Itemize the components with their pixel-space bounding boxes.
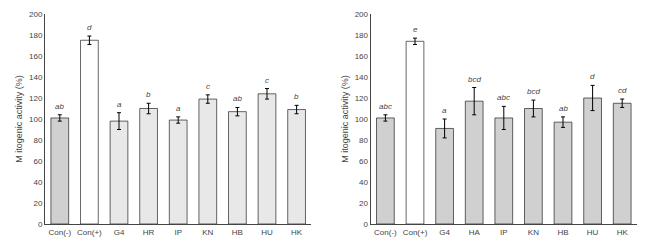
svg-text:ab: ab (55, 102, 64, 111)
svg-text:Con(+): Con(+) (403, 228, 428, 237)
svg-text:bcd: bcd (468, 75, 481, 84)
svg-text:60: 60 (359, 157, 368, 166)
svg-text:b: b (294, 92, 299, 101)
svg-text:140: 140 (29, 73, 43, 82)
svg-text:80: 80 (359, 136, 368, 145)
svg-text:60: 60 (33, 157, 42, 166)
svg-text:a: a (117, 100, 122, 109)
svg-text:d: d (87, 23, 92, 32)
svg-text:HK: HK (617, 228, 629, 237)
svg-text:a: a (442, 106, 447, 115)
svg-text:a: a (176, 104, 181, 113)
svg-text:HU: HU (261, 228, 273, 237)
svg-text:e: e (413, 25, 418, 34)
svg-text:200: 200 (29, 10, 43, 19)
svg-text:HU: HU (587, 228, 599, 237)
svg-text:abc: abc (379, 102, 392, 111)
svg-text:140: 140 (355, 73, 369, 82)
svg-text:180: 180 (355, 31, 369, 40)
svg-text:cd: cd (618, 86, 627, 95)
svg-text:80: 80 (33, 136, 42, 145)
svg-text:120: 120 (29, 94, 43, 103)
svg-text:0: 0 (364, 220, 369, 229)
svg-text:20: 20 (359, 199, 368, 208)
svg-text:100: 100 (355, 115, 369, 124)
svg-text:160: 160 (29, 52, 43, 61)
svg-text:ab: ab (233, 94, 242, 103)
svg-text:M itogenic activity (%): M itogenic activity (%) (340, 75, 350, 163)
svg-text:Con(+): Con(+) (77, 228, 102, 237)
svg-text:KN: KN (528, 228, 539, 237)
svg-text:c: c (206, 82, 210, 91)
svg-text:IP: IP (174, 228, 182, 237)
svg-text:100: 100 (29, 115, 43, 124)
svg-text:bcd: bcd (527, 87, 540, 96)
svg-text:abc: abc (497, 93, 510, 102)
svg-text:IP: IP (500, 228, 508, 237)
svg-text:HK: HK (291, 228, 303, 237)
svg-text:40: 40 (33, 178, 42, 187)
svg-text:G4: G4 (439, 228, 450, 237)
svg-text:0: 0 (38, 220, 43, 229)
svg-text:HR: HR (143, 228, 155, 237)
svg-text:HB: HB (557, 228, 568, 237)
svg-text:KN: KN (202, 228, 213, 237)
svg-text:20: 20 (33, 199, 42, 208)
svg-text:HB: HB (232, 228, 243, 237)
svg-text:Con(-): Con(-) (48, 228, 71, 237)
svg-text:160: 160 (355, 52, 369, 61)
svg-text:ab: ab (559, 104, 568, 113)
svg-text:HA: HA (469, 228, 481, 237)
svg-text:40: 40 (359, 178, 368, 187)
svg-text:b: b (146, 90, 151, 99)
svg-text:c: c (265, 76, 269, 85)
svg-text:d: d (590, 72, 595, 81)
svg-text:G4: G4 (114, 228, 125, 237)
svg-text:Con(-): Con(-) (374, 228, 397, 237)
svg-text:180: 180 (29, 31, 43, 40)
svg-text:200: 200 (355, 10, 369, 19)
svg-text:120: 120 (355, 94, 369, 103)
svg-text:M itogenic activity (%): M itogenic activity (%) (14, 75, 24, 163)
